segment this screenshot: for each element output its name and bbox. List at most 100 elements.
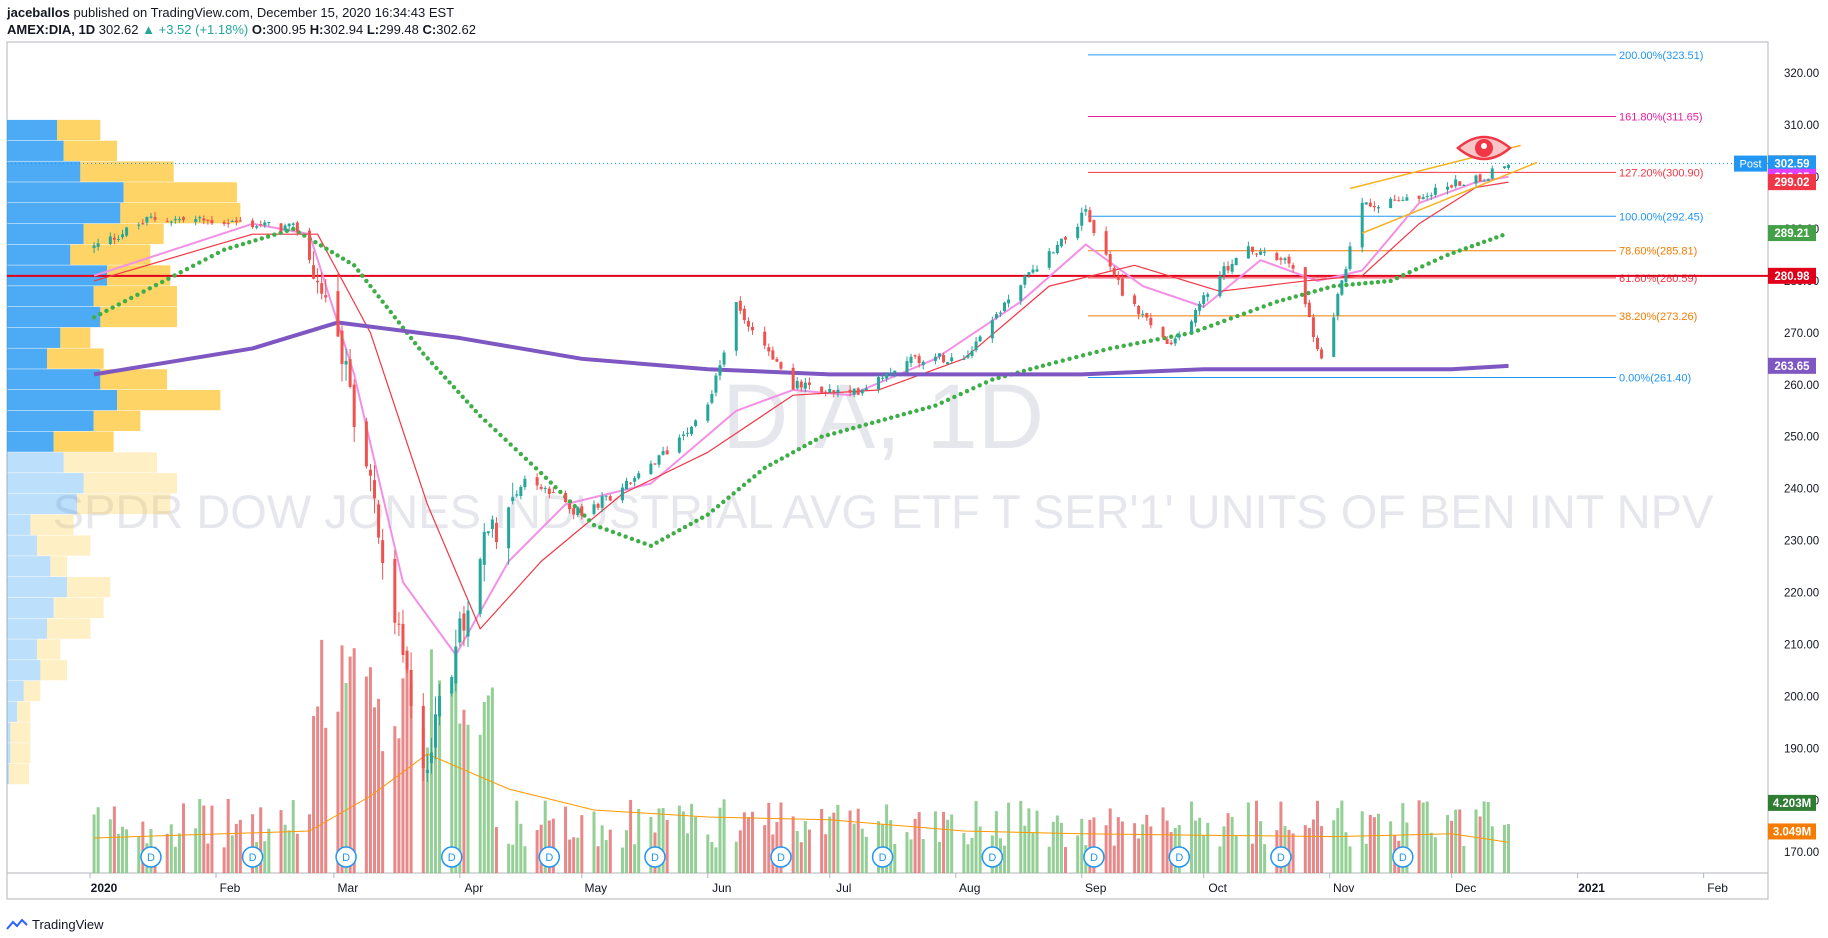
candle [458, 611, 462, 647]
ma-dot [1107, 346, 1113, 351]
ma-dot [318, 243, 324, 248]
ma-dot [1445, 252, 1450, 258]
ma-dot [291, 226, 296, 232]
candle [1027, 272, 1031, 278]
time-tick-label: Jun [712, 881, 731, 895]
volume-bar [438, 680, 442, 873]
ma-dot [945, 397, 951, 402]
ma-dot [429, 361, 435, 366]
volume-bar [1165, 820, 1169, 873]
candle [990, 316, 994, 344]
candle-body [620, 487, 624, 501]
volume-bar [1218, 846, 1222, 873]
price-badge: 3.049M [1768, 823, 1816, 840]
candle-body [210, 220, 214, 224]
volume-bar [210, 805, 214, 873]
volume-bar [348, 656, 352, 873]
candle-body [1433, 187, 1437, 195]
ma-dot [939, 400, 944, 405]
candle [856, 387, 860, 396]
candle-body [1315, 337, 1319, 350]
candle-body [625, 480, 629, 490]
candle [433, 696, 437, 760]
candle-body [1287, 256, 1291, 264]
ma-dot [302, 233, 307, 238]
candle [1287, 254, 1291, 268]
author-name[interactable]: jaceballos [7, 5, 70, 20]
candle [1462, 184, 1466, 186]
volume-bar [592, 811, 596, 873]
candle [1291, 262, 1295, 273]
candle-body [1283, 258, 1287, 261]
ma-dot [384, 304, 389, 310]
candle [738, 296, 742, 315]
candle-body [1421, 197, 1425, 200]
candle [572, 506, 576, 520]
ma-dot [1325, 285, 1330, 291]
candle [450, 674, 454, 697]
volume-bar [1490, 826, 1494, 873]
ma-dot [977, 383, 982, 388]
volume-bar [316, 706, 320, 873]
candle [824, 389, 828, 397]
candle [1059, 238, 1063, 248]
candle [1446, 182, 1450, 195]
volume-bar [661, 808, 665, 873]
price-tick-label: 260.00 [1784, 380, 1819, 392]
volume-bar [1311, 819, 1315, 873]
high-label: H: [309, 22, 324, 37]
candle-body [1088, 210, 1092, 223]
candle [519, 485, 523, 500]
ma-dot [324, 246, 329, 252]
candle [592, 500, 596, 516]
candle [295, 220, 299, 236]
candle [251, 218, 255, 229]
volume-bar [202, 805, 206, 873]
volume-bar [1344, 832, 1348, 873]
candle-body [1458, 181, 1462, 186]
volume-bar [665, 819, 669, 873]
dividend-circle [241, 846, 264, 868]
dividend-label: D [1175, 852, 1183, 864]
ma-dot [1363, 281, 1368, 286]
candle [1255, 252, 1259, 257]
volume-bar [767, 802, 771, 873]
low-label: L: [366, 22, 380, 37]
dividend-label: D [249, 852, 257, 864]
candle [169, 220, 173, 227]
candle-body [238, 220, 242, 222]
footer-brand[interactable]: TradingView [6, 917, 104, 932]
volume-bar [344, 682, 348, 873]
dividend-label: D [545, 852, 553, 864]
ma-dot [215, 250, 221, 256]
candle [734, 301, 738, 356]
time-tick-label: 2020 [91, 881, 118, 895]
candle [1104, 226, 1108, 257]
candle-body [1031, 269, 1035, 273]
ma-dot [538, 470, 544, 476]
candle [694, 419, 698, 428]
volume-bar [1368, 814, 1372, 873]
ma-dot [825, 432, 831, 438]
volume-bar [1088, 819, 1092, 873]
candle-body [852, 388, 856, 395]
symbol-label[interactable]: AMEX:DIA, 1D [7, 22, 96, 37]
candle [324, 279, 328, 303]
candle [933, 353, 937, 365]
published-text: published on TradingView.com, December 1… [73, 5, 455, 20]
candle [238, 216, 242, 222]
volume-bar [1336, 808, 1340, 873]
volume-ma-line [94, 753, 1509, 843]
volume-bar [1108, 808, 1112, 873]
volume-bar [718, 807, 722, 873]
change-label: ▲ +3.52 (+1.18%) [142, 22, 249, 37]
ma-dot [1028, 367, 1033, 372]
volume-bar [519, 823, 523, 873]
ma-dot [116, 302, 122, 307]
vp-down-bar [30, 514, 74, 535]
volume-bar [198, 799, 202, 873]
vp-down-bar [47, 618, 91, 639]
candle-body [401, 623, 405, 655]
candle [779, 361, 783, 372]
